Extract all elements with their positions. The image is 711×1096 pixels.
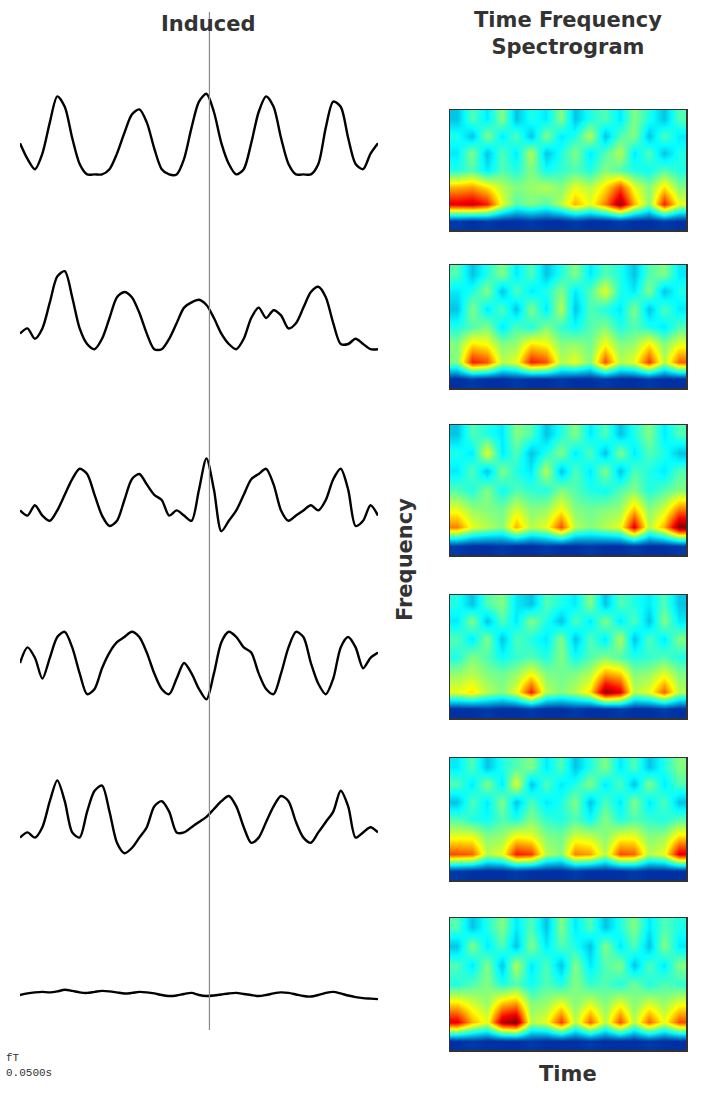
svg-text:fT: fT bbox=[6, 1052, 20, 1064]
svg-text:0.0500s: 0.0500s bbox=[6, 1067, 52, 1079]
svg-text:Induced: Induced bbox=[161, 12, 255, 36]
svg-text:Time FrequencySpectrogram: Time FrequencySpectrogram bbox=[474, 8, 662, 59]
svg-text:Time: Time bbox=[539, 1062, 597, 1086]
svg-text:Frequency: Frequency bbox=[393, 498, 417, 621]
